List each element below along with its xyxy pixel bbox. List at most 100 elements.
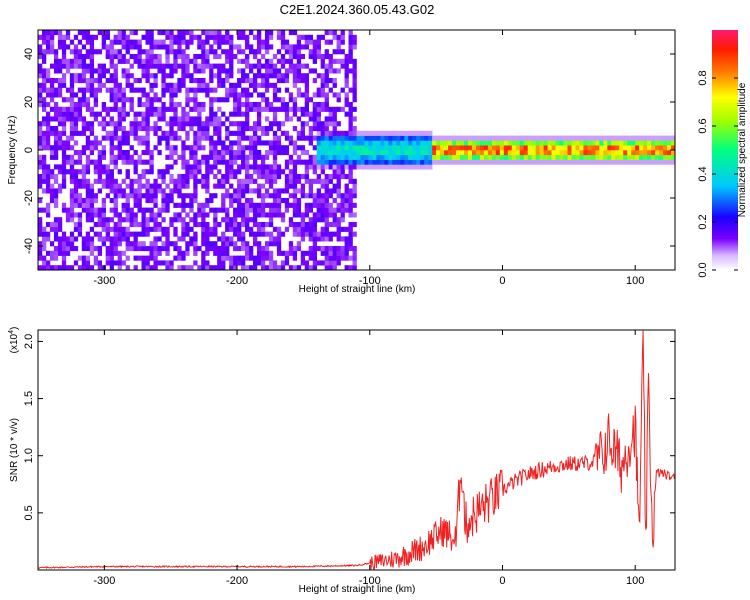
- spectrogram-cell: [38, 250, 43, 256]
- spectrogram-cell: [412, 135, 417, 141]
- spectrogram-cell: [129, 241, 134, 247]
- spectrogram-cell: [125, 241, 130, 247]
- spectrogram-cell: [237, 140, 242, 146]
- spectrogram-cell: [475, 159, 481, 165]
- spectrogram-cell: [157, 150, 162, 156]
- spectrogram-cell: [237, 34, 242, 40]
- spectrogram-cell: [225, 212, 230, 218]
- spectrogram-cell: [217, 63, 222, 69]
- spectrogram-cell: [511, 140, 517, 146]
- spectrogram-cell: [73, 106, 79, 112]
- spectrogram-cell: [579, 145, 584, 151]
- spectrogram-cell: [125, 202, 130, 208]
- spectrogram-cell: [145, 34, 150, 40]
- spectrogram-cell: [189, 58, 194, 64]
- spectrogram-cell: [292, 246, 298, 252]
- spectrogram-cell: [304, 102, 310, 108]
- spectrogram-cell: [252, 260, 258, 266]
- spectrogram-cell: [149, 54, 154, 60]
- spectrogram-cell: [157, 140, 162, 146]
- spectrogram-cell: [109, 145, 114, 151]
- spectrogram-cell: [272, 111, 278, 117]
- spectrogram-cell: [320, 58, 325, 64]
- spectrogram-cell: [260, 159, 266, 165]
- spectrogram-cell: [292, 174, 298, 180]
- spectrogram-cell: [205, 202, 210, 208]
- spectrogram-cell: [237, 164, 242, 170]
- spectrogram-cell: [165, 226, 170, 232]
- spectrogram-cell: [165, 265, 170, 271]
- spectrogram-cell: [169, 135, 174, 141]
- spectrogram-cell: [420, 135, 425, 141]
- spectrogram-cell: [304, 174, 310, 180]
- spectrogram-cell: [137, 111, 142, 117]
- spectrogram-cell: [141, 102, 146, 108]
- spectrogram-cell: [161, 135, 166, 141]
- spectrogram-cell: [181, 63, 186, 69]
- spectrogram-cell: [125, 34, 130, 40]
- spectrogram-cell: [487, 140, 493, 146]
- spectrogram-cell: [181, 140, 186, 146]
- spectrogram-cell: [233, 54, 238, 60]
- spectrogram-cell: [579, 140, 584, 146]
- spectrogram-cell: [388, 164, 393, 170]
- spectrogram-cell: [237, 78, 242, 84]
- spectrogram-cell: [396, 140, 401, 146]
- spectrogram-cell: [328, 250, 333, 256]
- spectrogram-cell: [237, 126, 242, 132]
- spectrogram-cell: [372, 159, 377, 165]
- spectrogram-cell: [316, 130, 321, 136]
- spectrogram-cell: [169, 130, 174, 136]
- spectrogram-cell: [432, 154, 437, 160]
- spectrogram-cell: [121, 44, 126, 50]
- spectrogram-cell: [260, 140, 266, 146]
- spectrogram-cell: [225, 73, 230, 79]
- spectrogram-cell: [109, 54, 114, 60]
- spectrogram-cell: [316, 73, 321, 79]
- spectrogram-cell: [205, 63, 210, 69]
- spectrogram-cell: [332, 246, 337, 252]
- spectrogram-cell: [252, 121, 258, 127]
- spectrogram-cell: [57, 39, 63, 45]
- spectrogram-cell: [543, 135, 548, 141]
- spectrogram-cell: [663, 159, 668, 165]
- spectrogram-cell: [221, 49, 226, 55]
- spectrogram-cell: [308, 265, 313, 271]
- spectrogram-cell: [332, 260, 337, 266]
- spectrogram-cell: [412, 130, 417, 136]
- spectrogram-cell: [65, 145, 71, 151]
- spectrogram-cell: [376, 130, 381, 136]
- spectrogram-cell: [611, 145, 616, 151]
- spectrogram-cell: [81, 169, 87, 175]
- spectrogram-cell: [531, 140, 536, 146]
- spectrogram-cell: [89, 49, 95, 55]
- spectrogram-cell: [157, 169, 162, 175]
- spectrogram-cell: [495, 135, 501, 141]
- spectrogram-cell: [237, 193, 242, 199]
- spectrogram-cell: [137, 58, 142, 64]
- spectrogram-cell: [177, 34, 182, 40]
- spectrogram-cell: [332, 207, 337, 213]
- spectrogram-cell: [181, 30, 186, 36]
- spectrogram-cell: [149, 255, 154, 261]
- spectrogram-cell: [193, 97, 198, 103]
- spectrogram-cell: [57, 82, 63, 88]
- spectrogram-cell: [312, 226, 317, 232]
- spectrogram-cell: [237, 49, 242, 55]
- spectrogram-cell: [340, 250, 345, 256]
- spectrogram-cell: [65, 44, 71, 50]
- spectrogram-cell: [81, 54, 87, 60]
- spectrogram-cell: [229, 222, 234, 228]
- spectrogram-cell: [117, 193, 122, 199]
- spectrogram-cell: [189, 226, 194, 232]
- spectrogram-cell: [503, 140, 509, 146]
- spectrogram-cell: [631, 154, 636, 160]
- spectrogram-cell: [233, 198, 238, 204]
- spectrogram-cell: [237, 150, 242, 156]
- spectrogram-cell: [272, 202, 278, 208]
- spectrogram-cell: [221, 34, 226, 40]
- spectrogram-cell: [444, 154, 449, 160]
- spectrogram-cell: [61, 250, 67, 256]
- spectrogram-cell: [185, 54, 190, 60]
